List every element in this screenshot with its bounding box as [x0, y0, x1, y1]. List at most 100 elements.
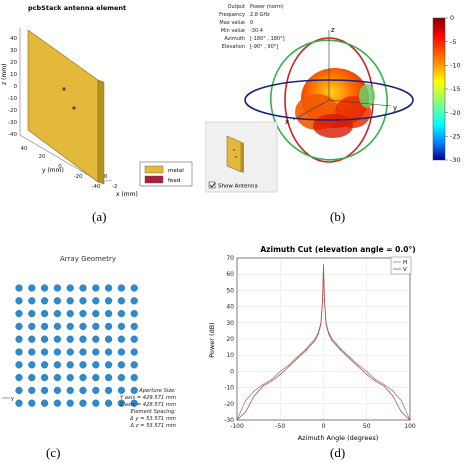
- elevation-ring-green: [270, 39, 388, 161]
- array-info: Aperture Size: Y axis = 429.571 mm Z axi…: [119, 388, 177, 429]
- array-element-dot: [92, 297, 100, 305]
- antenna-preview-edge: [241, 142, 244, 173]
- z-tick: -40: [8, 132, 17, 138]
- info-label: Elevation: [222, 44, 245, 50]
- axis-label-y: y: [393, 104, 397, 112]
- data-point: [288, 366, 290, 368]
- array-element-dot: [53, 348, 62, 356]
- array-element-dot: [79, 284, 87, 292]
- array-element-dot: [53, 399, 62, 407]
- y-tick-label: -10: [224, 385, 234, 392]
- checkbox-box[interactable]: [208, 181, 216, 189]
- x-tick: -2: [112, 184, 117, 190]
- array-element-dot: [79, 374, 87, 382]
- data-point: [357, 366, 359, 368]
- colorbar-tick-label: -5: [450, 38, 456, 46]
- z-tick: -10: [8, 96, 17, 102]
- colorbar-tick-label: -20: [450, 109, 461, 117]
- array-element-dot: [40, 374, 49, 382]
- array-element-dot: [66, 322, 74, 331]
- info-value: 2.8 GHz: [250, 12, 270, 18]
- array-element-dot: [66, 386, 74, 395]
- array-element-dot: [117, 399, 126, 407]
- colorbar-tick-label: 0: [450, 14, 454, 22]
- array-element-dot: [28, 386, 36, 395]
- array-element-dot: [92, 399, 100, 407]
- array-element-dot: [79, 348, 87, 356]
- array-element-dot: [79, 297, 87, 305]
- feed-point: [72, 106, 76, 110]
- data-point: [271, 379, 273, 380]
- legend-label-v: V: [403, 267, 407, 273]
- data-point: [297, 356, 299, 358]
- z-tick: 40: [10, 36, 17, 42]
- chart-legend: H V: [390, 256, 412, 275]
- caption-b: (b): [330, 209, 346, 224]
- data-point: [325, 323, 327, 325]
- data-point: [328, 333, 330, 335]
- y-tick: 20: [39, 154, 46, 160]
- array-element-dot: [130, 348, 138, 356]
- array-element-dot: [130, 399, 138, 407]
- show-antenna-label: Show Antenna: [218, 184, 258, 190]
- array-element-dot: [79, 386, 87, 395]
- array-element-dot: [92, 348, 100, 356]
- array-element-dot: [40, 284, 49, 292]
- data-point: [305, 349, 307, 351]
- array-element-dot: [66, 348, 74, 356]
- array-element-dot: [15, 361, 23, 369]
- array-element-dot: [117, 322, 126, 331]
- data-point: [335, 343, 337, 345]
- info-value: [-90° , 90°]: [250, 44, 278, 50]
- array-element-dot: [15, 284, 23, 292]
- array-element-dot: [53, 361, 62, 369]
- array-element-dot: [40, 386, 49, 395]
- array-element-dot: [15, 399, 23, 407]
- data-point: [323, 299, 325, 301]
- array-element-dot: [15, 335, 23, 343]
- array-element-dot: [53, 374, 62, 382]
- info-value: Power (norm): [250, 4, 284, 10]
- array-element-dot: [53, 309, 62, 318]
- y-tick-label: -30: [224, 417, 234, 424]
- info-label: Min value: [221, 28, 245, 34]
- y-tick-label: 60: [226, 271, 234, 278]
- array-element-dot: [28, 399, 36, 407]
- data-point: [383, 383, 385, 385]
- array-element-dot: [117, 374, 126, 382]
- array-element-dot: [66, 361, 74, 369]
- array-element-dot: [117, 297, 126, 305]
- data-point: [245, 411, 247, 413]
- data-point: [357, 364, 359, 366]
- y-tick: -20: [74, 174, 83, 180]
- array-info-line: Element Spacing:: [130, 409, 176, 415]
- z-axis-label: z (mm): [1, 64, 8, 85]
- x-tick-label: -100: [230, 423, 244, 430]
- patch-edge: [97, 79, 105, 185]
- data-point: [392, 390, 394, 392]
- array-element-dot: [104, 374, 113, 382]
- array-element-dot: [130, 361, 138, 369]
- array-element-dot: [28, 374, 36, 382]
- x-tick-label: 100: [404, 423, 416, 430]
- array-element-dot: [104, 348, 113, 356]
- data-point: [245, 400, 247, 402]
- array-info-line: Δ z = 53.571 mm: [130, 423, 176, 429]
- data-point: [262, 383, 264, 385]
- show-antenna-checkbox[interactable]: Show Antenna: [208, 181, 258, 190]
- array-element-dot: [40, 297, 49, 305]
- legend-swatch-feed: [144, 175, 164, 184]
- x-tick-label: 0: [322, 423, 326, 430]
- caption-d: (d): [330, 445, 346, 460]
- y-tick: -40: [92, 184, 101, 190]
- azimuth-cut-chart: Azimuth Cut (elevation angle = 0.0°) Azi…: [208, 245, 416, 442]
- data-point: [253, 390, 255, 392]
- data-point: [310, 343, 312, 345]
- z-tick: 20: [10, 60, 17, 66]
- array-element-dot: [117, 386, 126, 395]
- z-tick: 30: [10, 48, 17, 54]
- data-point: [335, 344, 337, 346]
- data-point: [374, 380, 376, 382]
- array-element-dot: [15, 386, 23, 395]
